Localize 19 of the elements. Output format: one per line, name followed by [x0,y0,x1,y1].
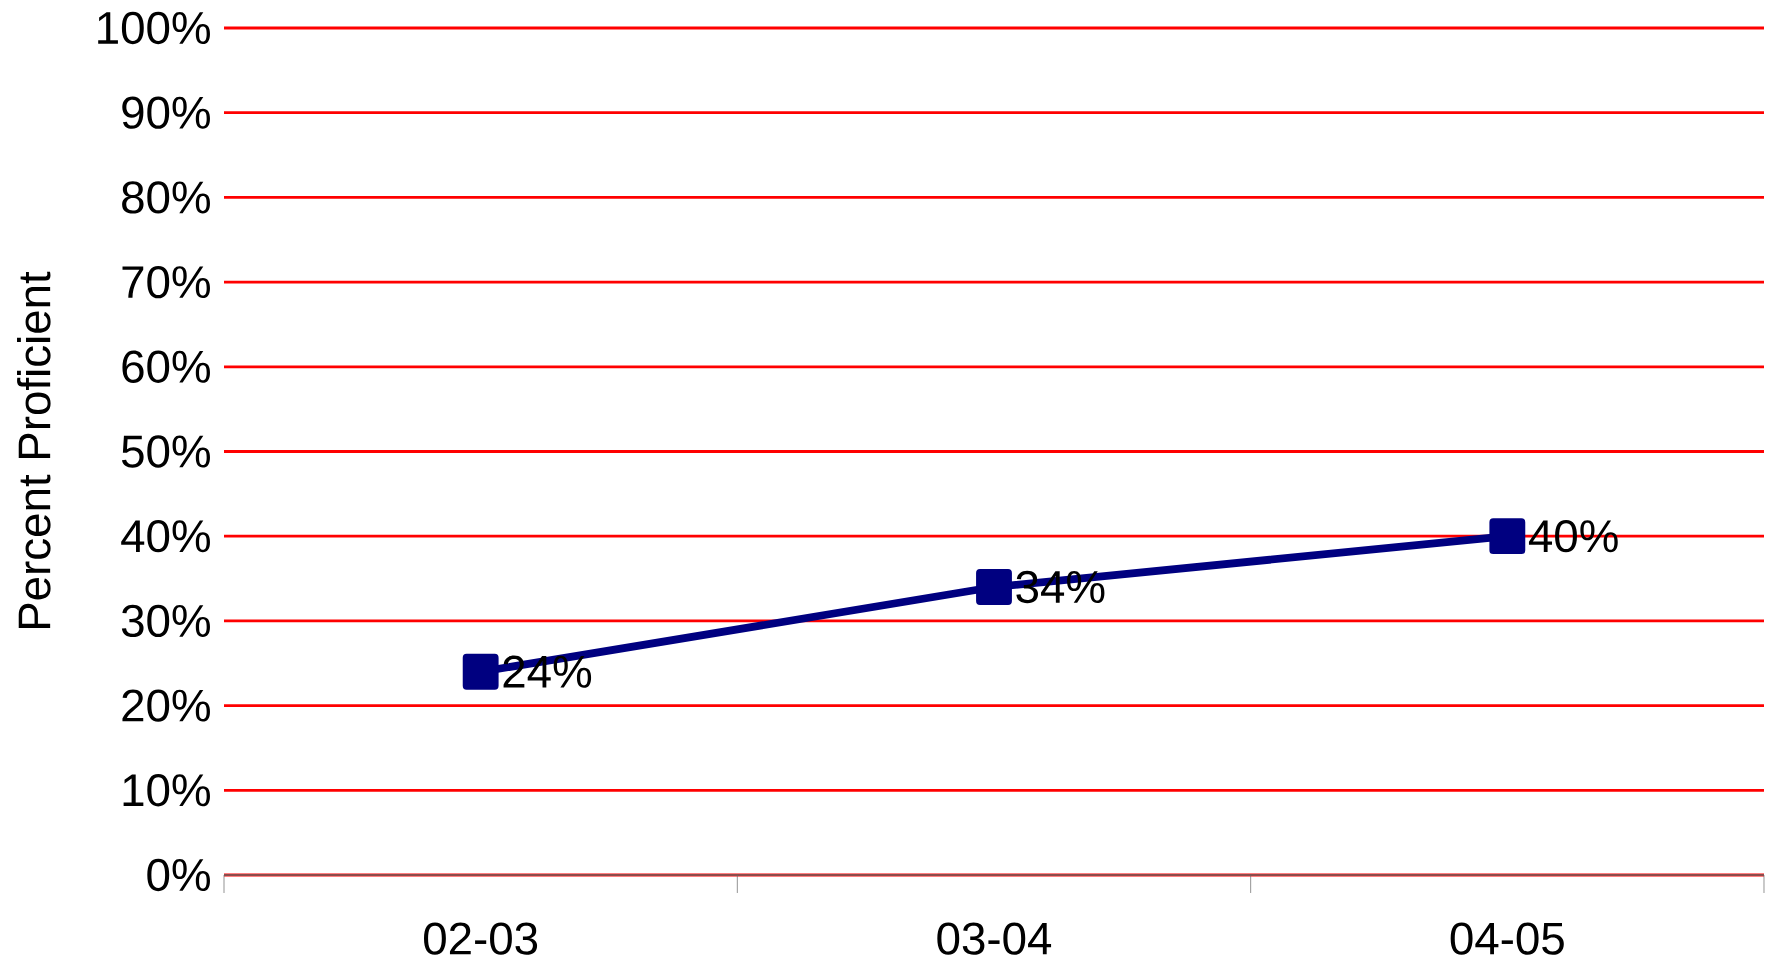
point [976,569,1012,605]
y-tick-label: 0% [147,858,210,892]
y-tick-label: 90% [122,96,210,129]
y-tick-label: 60% [122,350,210,383]
x-tick-label: 02-03 [424,922,538,955]
y-tick-label: 20% [122,689,210,722]
y-tick-label: 80% [122,181,210,214]
data-label: 24% [503,655,592,688]
y-tick-label: 50% [121,435,210,468]
point [1489,518,1526,555]
y-tick-label: 100% [98,11,210,45]
y-tick-label: 40% [121,520,210,553]
x-tick-label: 04-05 [1450,922,1564,955]
y-axis-title: Percent Proficient [17,271,51,629]
y-tick-label: 10% [123,774,210,807]
y-tick-label: 70% [122,265,210,299]
x-tick-label: 03-04 [937,922,1052,955]
y-tick-label: 30% [121,604,210,638]
point [462,653,499,690]
